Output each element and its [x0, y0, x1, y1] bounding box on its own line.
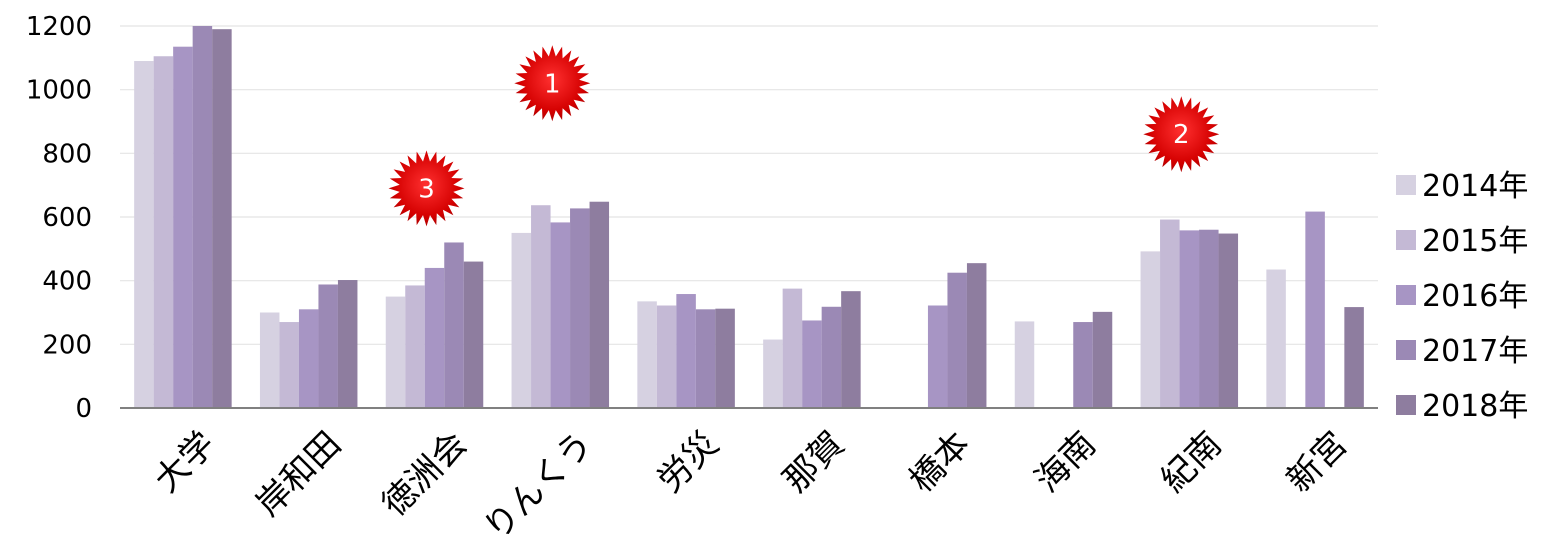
bar: [637, 301, 657, 408]
bar: [1199, 229, 1219, 408]
x-category-label: 紀南: [1153, 424, 1229, 500]
legend-swatch: [1396, 175, 1416, 195]
y-tick-label: 1200: [26, 12, 92, 42]
bar: [763, 339, 783, 408]
bar: [153, 56, 174, 408]
starburst-label: 1: [544, 69, 561, 99]
starburst-badge: [514, 45, 591, 122]
bar: [1073, 322, 1093, 408]
bar: [318, 284, 338, 408]
bar: [966, 263, 987, 408]
x-category-label: 那賀: [776, 424, 852, 500]
x-category-label: 岸和田: [249, 424, 349, 524]
bar: [405, 285, 425, 408]
legend: 2014年 2015年 2016年 2017年 2018年: [1396, 169, 1528, 424]
x-axis-labels: 大学 岸和田 徳洲会 りんくう 労災 那賀 橋本 海南 紀南 新宮: [147, 424, 1356, 537]
legend-swatch: [1396, 395, 1416, 415]
bar: [1305, 211, 1325, 408]
bar: [947, 272, 967, 408]
bar: [173, 46, 193, 409]
x-category-label: 労災: [650, 424, 726, 500]
y-tick-label: 0: [75, 394, 92, 424]
x-category-label: 海南: [1027, 424, 1103, 500]
bar: [463, 261, 484, 408]
bar: [802, 320, 822, 408]
bar: [279, 322, 299, 408]
bar: [695, 309, 716, 408]
legend-label: 2015年: [1422, 224, 1528, 259]
x-category-label: 徳洲会: [374, 424, 474, 524]
bar: [212, 29, 232, 409]
y-axis-ticks: 0 200 400 600 800 1000 1200: [26, 12, 92, 424]
legend-swatch: [1396, 340, 1416, 360]
y-tick-label: 1000: [26, 76, 92, 106]
bar: [1014, 321, 1035, 408]
legend-label: 2017年: [1422, 334, 1528, 369]
annotations: 1 2 3: [388, 45, 1220, 227]
bar: [424, 267, 445, 408]
legend-swatch: [1396, 285, 1416, 305]
bar: [1266, 269, 1286, 408]
bar: [192, 26, 213, 408]
bar: [298, 309, 319, 408]
bar: [782, 288, 803, 408]
legend-label: 2018年: [1422, 389, 1528, 424]
bars: [134, 26, 1364, 409]
starburst-label: 2: [1173, 120, 1190, 150]
bar: [259, 312, 280, 408]
bar: [385, 296, 406, 408]
bar: [1092, 311, 1113, 408]
y-tick-label: 800: [42, 139, 92, 169]
bar: [511, 232, 532, 408]
bar: [1218, 233, 1239, 408]
bar: [531, 205, 551, 408]
bar: [715, 308, 735, 408]
bar: [1179, 230, 1200, 408]
legend-swatch: [1396, 230, 1416, 250]
bar: [656, 305, 677, 408]
x-category-label: りんくう: [477, 424, 601, 537]
bar: [1140, 251, 1161, 408]
bar: [550, 222, 571, 408]
y-tick-label: 600: [42, 203, 92, 233]
x-category-label: 新宮: [1279, 424, 1355, 500]
bar: [1344, 307, 1364, 408]
bar: [134, 61, 154, 409]
y-tick-label: 400: [42, 267, 92, 297]
starburst-label: 3: [418, 174, 435, 204]
bar: [337, 280, 358, 408]
bar: [676, 294, 696, 408]
x-category-label: 橋本: [902, 424, 978, 500]
starburst-badge: [1143, 96, 1220, 173]
bar: [444, 242, 464, 408]
bar: [927, 305, 948, 408]
bar: [821, 306, 842, 408]
x-category-label: 大学: [147, 424, 223, 500]
bar: [570, 208, 590, 408]
bar: [589, 201, 610, 408]
y-tick-label: 200: [42, 330, 92, 360]
bar: [841, 291, 861, 408]
starburst-badge: [388, 150, 465, 227]
legend-label: 2016年: [1422, 279, 1528, 314]
legend-label: 2014年: [1422, 169, 1528, 204]
bar: [1160, 219, 1180, 408]
